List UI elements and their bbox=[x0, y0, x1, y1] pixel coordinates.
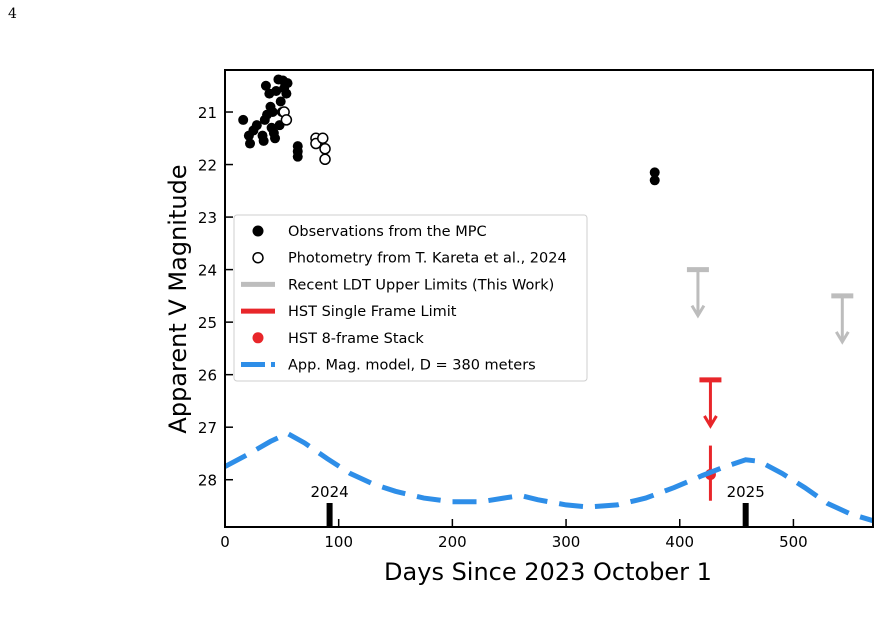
data-point bbox=[260, 80, 271, 91]
x-tick-label: 0 bbox=[220, 533, 230, 551]
y-tick-label: 22 bbox=[198, 157, 217, 175]
x-tick-label: 400 bbox=[665, 533, 694, 551]
y-axis-label: Apparent V Magnitude bbox=[164, 164, 192, 433]
upper-limit-marker bbox=[699, 377, 722, 429]
data-point bbox=[319, 143, 331, 155]
page-number: 4 bbox=[8, 6, 17, 22]
legend-item-0: Observations from the MPC bbox=[252, 224, 487, 240]
data-point bbox=[270, 133, 281, 144]
series-0 bbox=[238, 74, 660, 186]
legend: Observations from the MPC Photometry from… bbox=[233, 214, 588, 382]
legend-handle bbox=[252, 251, 264, 264]
series-3 bbox=[699, 377, 722, 429]
legend-label: Photometry from T. Kareta et al., 2024 bbox=[288, 251, 567, 267]
legend-item-5: App. Mag. model, D = 380 meters bbox=[241, 358, 536, 374]
year-marker-1 bbox=[742, 503, 749, 527]
y-tick-label: 23 bbox=[198, 209, 217, 227]
legend-item-2: Recent LDT Upper Limits (This Work) bbox=[241, 277, 554, 293]
legend-label: HST 8-frame Stack bbox=[288, 331, 424, 347]
year-marker-label-1: 2025 bbox=[727, 483, 765, 501]
data-point bbox=[319, 153, 331, 166]
x-tick-label: 500 bbox=[779, 533, 808, 551]
legend-label: Recent LDT Upper Limits (This Work) bbox=[288, 277, 554, 293]
limit-arrowhead bbox=[835, 331, 850, 345]
data-point bbox=[271, 86, 282, 97]
y-tick-label: 24 bbox=[198, 262, 217, 280]
series-2 bbox=[686, 267, 854, 345]
legend-handle bbox=[252, 225, 264, 237]
legend-item-4: HST 8-frame Stack bbox=[252, 331, 424, 347]
x-axis-label: Days Since 2023 October 1 bbox=[384, 558, 712, 586]
legend-item-1: Photometry from T. Kareta et al., 2024 bbox=[252, 251, 567, 267]
data-point bbox=[280, 114, 293, 126]
legend-label: HST Single Frame Limit bbox=[288, 304, 457, 320]
data-point bbox=[245, 138, 256, 149]
y-tick-label: 26 bbox=[198, 367, 217, 385]
data-point bbox=[251, 120, 262, 131]
data-point bbox=[267, 107, 278, 118]
year-marker-0 bbox=[326, 503, 333, 527]
legend-box bbox=[233, 214, 588, 382]
model-curve bbox=[223, 430, 874, 524]
series-5 bbox=[223, 430, 874, 524]
legend-label: App. Mag. model, D = 380 meters bbox=[288, 358, 536, 374]
data-point bbox=[292, 151, 303, 162]
legend-handle bbox=[252, 332, 264, 344]
limit-arrowhead bbox=[703, 415, 718, 429]
data-point bbox=[317, 132, 329, 145]
plot-frame bbox=[224, 69, 874, 528]
data-point bbox=[649, 175, 660, 186]
year-marker-label-0: 2024 bbox=[310, 483, 348, 501]
upper-limit-marker bbox=[686, 267, 709, 319]
y-tick-label: 27 bbox=[198, 419, 217, 437]
data-point bbox=[238, 114, 249, 125]
data-point bbox=[258, 135, 269, 146]
data-point bbox=[282, 78, 293, 89]
x-tick-label: 200 bbox=[438, 533, 467, 551]
upper-limit-marker bbox=[831, 293, 854, 345]
limit-arrowhead bbox=[690, 304, 706, 319]
axis-ticks: 0 100 200 300 400 500 21 22 23 24 25 26 27 28 bbox=[198, 104, 808, 551]
legend-item-3: HST Single Frame Limit bbox=[241, 304, 457, 320]
y-tick-label: 28 bbox=[198, 472, 217, 490]
series-1 bbox=[278, 106, 331, 166]
x-tick-label: 100 bbox=[324, 533, 353, 551]
data-point bbox=[649, 167, 660, 178]
x-tick-label: 300 bbox=[552, 533, 581, 551]
y-tick-label: 21 bbox=[198, 104, 217, 122]
data-point bbox=[281, 88, 292, 99]
y-tick-label: 25 bbox=[198, 314, 217, 332]
data-point bbox=[275, 96, 286, 107]
legend-label: Observations from the MPC bbox=[288, 224, 487, 240]
plot-content: 2024 2025 bbox=[223, 74, 874, 527]
